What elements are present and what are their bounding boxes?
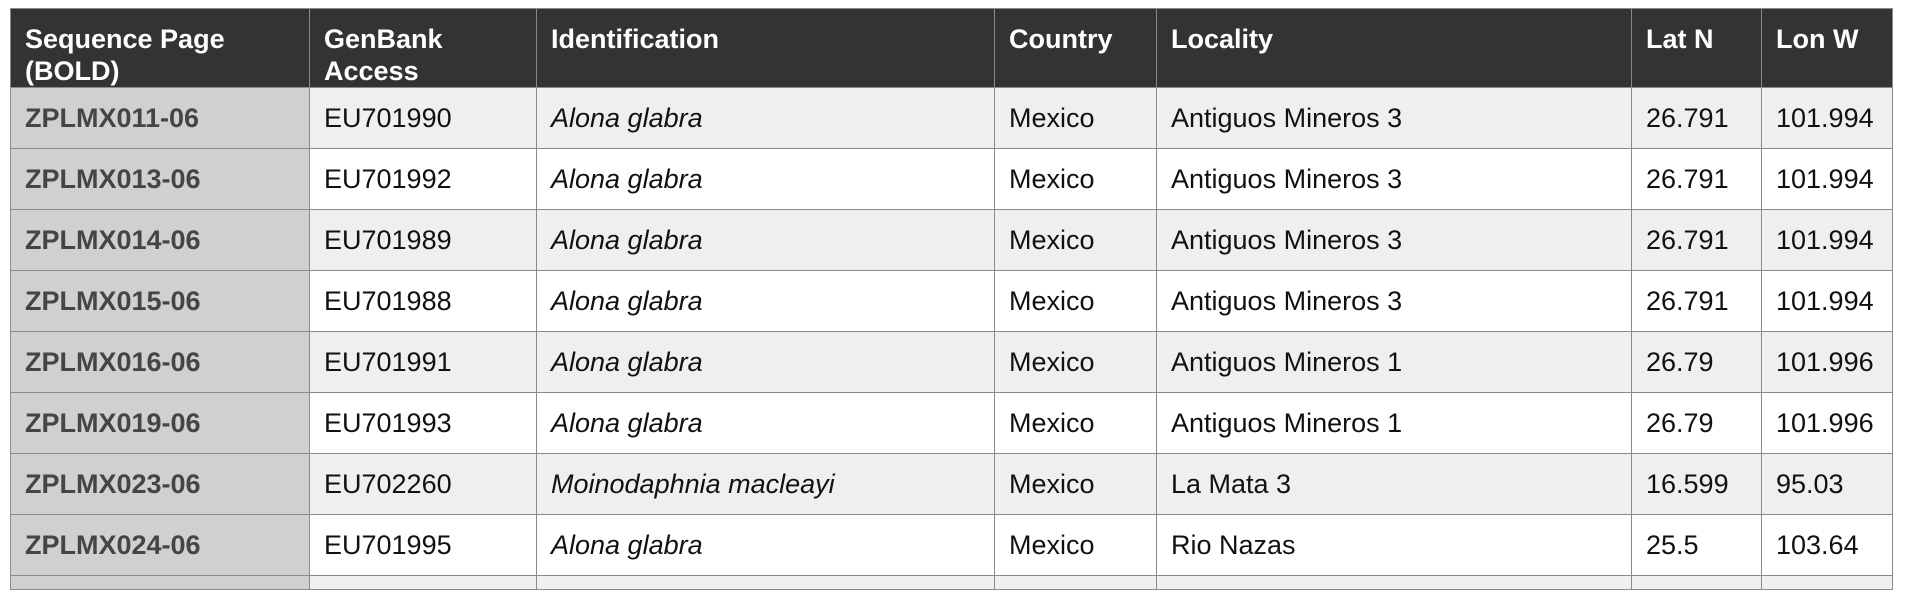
genbank-access-cell: EU701988: [309, 270, 537, 332]
table-row: ZPLMX024-06 EU701995 Alona glabra Mexico…: [10, 514, 1893, 576]
locality-cell: Antiguos Mineros 3: [1156, 87, 1632, 149]
genbank-access-cell: [309, 575, 537, 590]
lat-cell: [1631, 575, 1762, 590]
genbank-access-cell: EU701991: [309, 331, 537, 393]
lat-cell: 26.791: [1631, 270, 1762, 332]
sequence-page-link[interactable]: ZPLMX014-06: [10, 209, 310, 271]
locality-cell: Antiguos Mineros 1: [1156, 392, 1632, 454]
data-table-container: Sequence Page (BOLD) GenBank Access Iden…: [10, 8, 1893, 590]
header-lat-n[interactable]: Lat N: [1631, 8, 1762, 88]
genbank-access-cell: EU701993: [309, 392, 537, 454]
genbank-access-cell: EU701990: [309, 87, 537, 149]
country-cell: Mexico: [994, 148, 1157, 210]
table-header: Sequence Page (BOLD) GenBank Access Iden…: [10, 8, 1893, 88]
header-sequence-page[interactable]: Sequence Page (BOLD): [10, 8, 310, 88]
country-cell: Mexico: [994, 87, 1157, 149]
identification-cell: Moinodaphnia macleayi: [536, 453, 995, 515]
identification-cell: Alona glabra: [536, 148, 995, 210]
country-cell: [994, 575, 1157, 590]
lat-cell: 26.79: [1631, 392, 1762, 454]
lon-cell: 95.03: [1761, 453, 1893, 515]
lat-cell: 26.791: [1631, 87, 1762, 149]
lon-cell: 101.996: [1761, 392, 1893, 454]
locality-cell: [1156, 575, 1632, 590]
lat-cell: 26.791: [1631, 148, 1762, 210]
genbank-access-cell: EU701992: [309, 148, 537, 210]
header-identification[interactable]: Identification: [536, 8, 995, 88]
sequence-page-link[interactable]: ZPLMX011-06: [10, 87, 310, 149]
table-row: ZPLMX023-06 EU702260 Moinodaphnia maclea…: [10, 453, 1893, 515]
sequence-page-link[interactable]: ZPLMX016-06: [10, 331, 310, 393]
identification-cell: Alona glabra: [536, 514, 995, 576]
identification-cell: Alona glabra: [536, 392, 995, 454]
sequence-page-link[interactable]: ZPLMX019-06: [10, 392, 310, 454]
country-cell: Mexico: [994, 209, 1157, 271]
header-genbank-access[interactable]: GenBank Access: [309, 8, 537, 88]
lat-cell: 25.5: [1631, 514, 1762, 576]
country-cell: Mexico: [994, 392, 1157, 454]
sequence-page-link[interactable]: ZPLMX024-06: [10, 514, 310, 576]
table-row: ZPLMX013-06 EU701992 Alona glabra Mexico…: [10, 148, 1893, 210]
lon-cell: 103.64: [1761, 514, 1893, 576]
lon-cell: 101.994: [1761, 148, 1893, 210]
lat-cell: 26.79: [1631, 331, 1762, 393]
table-body: ZPLMX011-06 EU701990 Alona glabra Mexico…: [10, 87, 1893, 590]
country-cell: Mexico: [994, 270, 1157, 332]
locality-cell: Antiguos Mineros 3: [1156, 209, 1632, 271]
locality-cell: Antiguos Mineros 3: [1156, 148, 1632, 210]
table-row: ZPLMX011-06 EU701990 Alona glabra Mexico…: [10, 87, 1893, 149]
table-row-partial: [10, 575, 1893, 590]
locality-cell: La Mata 3: [1156, 453, 1632, 515]
lat-cell: 16.599: [1631, 453, 1762, 515]
country-cell: Mexico: [994, 331, 1157, 393]
lon-cell: 101.994: [1761, 270, 1893, 332]
table-row: ZPLMX019-06 EU701993 Alona glabra Mexico…: [10, 392, 1893, 454]
identification-cell: [536, 575, 995, 590]
locality-cell: Rio Nazas: [1156, 514, 1632, 576]
identification-cell: Alona glabra: [536, 331, 995, 393]
identification-cell: Alona glabra: [536, 209, 995, 271]
table-row: ZPLMX016-06 EU701991 Alona glabra Mexico…: [10, 331, 1893, 393]
locality-cell: Antiguos Mineros 3: [1156, 270, 1632, 332]
sequence-page-link: [10, 575, 310, 590]
header-lon-w[interactable]: Lon W: [1761, 8, 1893, 88]
identification-cell: Alona glabra: [536, 87, 995, 149]
specimen-table: Sequence Page (BOLD) GenBank Access Iden…: [10, 8, 1893, 590]
lon-cell: [1761, 575, 1893, 590]
header-country[interactable]: Country: [994, 8, 1157, 88]
genbank-access-cell: EU702260: [309, 453, 537, 515]
genbank-access-cell: EU701995: [309, 514, 537, 576]
sequence-page-link[interactable]: ZPLMX013-06: [10, 148, 310, 210]
lat-cell: 26.791: [1631, 209, 1762, 271]
lon-cell: 101.996: [1761, 331, 1893, 393]
genbank-access-cell: EU701989: [309, 209, 537, 271]
locality-cell: Antiguos Mineros 1: [1156, 331, 1632, 393]
country-cell: Mexico: [994, 514, 1157, 576]
lon-cell: 101.994: [1761, 209, 1893, 271]
table-row: ZPLMX014-06 EU701989 Alona glabra Mexico…: [10, 209, 1893, 271]
table-row: ZPLMX015-06 EU701988 Alona glabra Mexico…: [10, 270, 1893, 332]
country-cell: Mexico: [994, 453, 1157, 515]
header-row: Sequence Page (BOLD) GenBank Access Iden…: [10, 8, 1893, 88]
sequence-page-link[interactable]: ZPLMX015-06: [10, 270, 310, 332]
lon-cell: 101.994: [1761, 87, 1893, 149]
header-locality[interactable]: Locality: [1156, 8, 1632, 88]
sequence-page-link[interactable]: ZPLMX023-06: [10, 453, 310, 515]
identification-cell: Alona glabra: [536, 270, 995, 332]
